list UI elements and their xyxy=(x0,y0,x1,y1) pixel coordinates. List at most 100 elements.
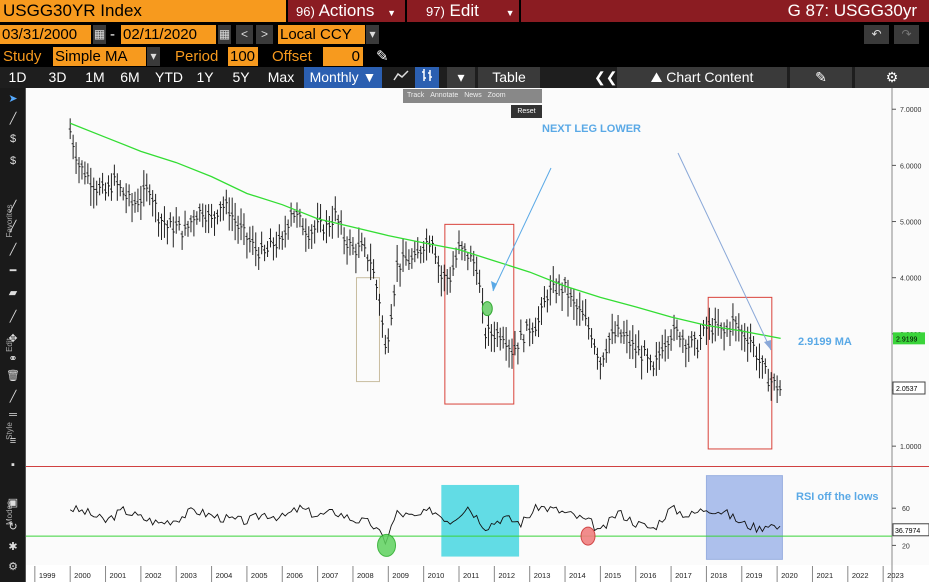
y-tick-label: 1.0000 xyxy=(900,444,922,451)
bar-chart-icon[interactable] xyxy=(415,67,439,88)
trash-icon[interactable]: 🗑 xyxy=(6,370,20,382)
reset-button[interactable]: Reset xyxy=(511,105,542,118)
offset-input[interactable]: 0 xyxy=(323,47,363,66)
chart-code: G 87: USGG30yr xyxy=(787,1,917,20)
edit-label: Edit xyxy=(449,1,479,20)
period-button[interactable]: 1M xyxy=(85,69,105,85)
settings-icon[interactable]: ✱ xyxy=(8,541,18,553)
annotation-ma-label: 2.9199 MA xyxy=(798,336,852,348)
highlight-box-2008 xyxy=(355,277,380,383)
left-toolbar: ➤ ╱ $ $ Favorites ╱ ╱ ╱ ━ ▰ ╱ Edit ✥ ⚭ 🗑… xyxy=(0,88,26,582)
x-tick-label: 2010 xyxy=(428,571,445,580)
x-tick-label: 1999 xyxy=(39,571,56,580)
link-icon[interactable]: ⚭ xyxy=(8,353,18,365)
period-button[interactable]: 1Y xyxy=(196,69,214,85)
annotate-button[interactable]: Annotate xyxy=(430,92,459,99)
caret-down-icon[interactable]: ▾ xyxy=(147,47,160,66)
line-tool-icon[interactable]: ╱ xyxy=(9,391,17,403)
hline-tool-icon[interactable]: ━ xyxy=(9,265,17,277)
arrow-tool-icon[interactable]: ╱ xyxy=(9,201,17,213)
period-button[interactable]: Max xyxy=(267,69,295,85)
x-tick-label: 2015 xyxy=(604,571,621,580)
cursor-icon[interactable]: ➤ xyxy=(8,93,18,105)
track-button[interactable]: Track xyxy=(407,92,425,99)
x-axis-bg xyxy=(26,566,929,582)
currency-field[interactable]: Local CCY xyxy=(278,25,365,44)
rsi-last-tag xyxy=(892,523,929,537)
rsi-y-tick-label: 20 xyxy=(902,543,910,550)
start-date-field[interactable]: 03/31/2000 xyxy=(0,25,91,44)
x-tick-label: 2002 xyxy=(145,571,162,580)
period-button[interactable]: 3D xyxy=(48,69,67,85)
arrow-tool-icon[interactable]: ╱ xyxy=(9,221,17,233)
chevron-left-icon[interactable]: < xyxy=(236,25,253,44)
edit-chart-icon[interactable]: ✎ xyxy=(790,67,852,88)
line-tool-icon[interactable]: ╱ xyxy=(9,113,17,125)
frequency-label: Monthly xyxy=(309,69,359,85)
chart-area[interactable]: 7.00006.00005.00004.00003.00002.00001.00… xyxy=(26,88,929,582)
pen-tool-icon[interactable]: ╱ xyxy=(9,311,17,323)
gear-icon[interactable]: ⚙ xyxy=(855,67,929,88)
x-tick-label: 2004 xyxy=(216,571,233,580)
caret-down-icon: ▼ xyxy=(505,8,515,18)
y-tick-label: 6.0000 xyxy=(900,163,922,170)
end-date-field[interactable]: 02/11/2020 xyxy=(121,25,216,44)
arrow-head xyxy=(764,340,771,350)
price-last-tag xyxy=(892,381,926,395)
price-panel-bg xyxy=(26,88,929,466)
caret-down-icon[interactable]: ▾ xyxy=(366,25,379,44)
price-last-value: 2.0537 xyxy=(896,386,918,393)
period-button[interactable]: 6M xyxy=(120,69,140,85)
caret-down-icon: ▼ xyxy=(362,69,377,85)
period-button[interactable]: 5Y xyxy=(232,69,250,85)
refresh-icon[interactable]: ↻ xyxy=(8,521,18,533)
period-button[interactable]: YTD xyxy=(155,69,183,85)
color-icon[interactable]: ▪ xyxy=(11,459,15,471)
annotation-next-leg-lower: NEXT LEG LOWER xyxy=(542,123,641,135)
arrow-head xyxy=(491,281,497,291)
redo-icon[interactable]: ↷ xyxy=(894,25,919,44)
period-input[interactable]: 100 xyxy=(228,47,258,66)
y-tick-label: 7.0000 xyxy=(900,107,922,114)
calendar-icon[interactable]: ▦ xyxy=(93,25,106,44)
pencil-icon[interactable]: ✎ xyxy=(376,48,389,65)
calendar-icon[interactable]: ▦ xyxy=(218,25,231,44)
x-tick-label: 2007 xyxy=(322,571,339,580)
line-chart-icon[interactable] xyxy=(389,67,413,88)
ticker-field[interactable]: USGG30YR Index xyxy=(0,0,286,22)
frequency-select[interactable]: Monthly ▼ xyxy=(304,67,382,88)
zoom-button[interactable]: Zoom xyxy=(487,92,506,99)
divider xyxy=(519,0,521,22)
arrow-tool-icon[interactable]: ╱ xyxy=(9,244,17,256)
gear-icon[interactable]: ⚙ xyxy=(8,561,18,573)
dollar-tool-icon[interactable]: $ xyxy=(9,155,17,167)
mode-icon[interactable]: ▣ xyxy=(7,497,19,509)
channel-tool-icon[interactable]: ▰ xyxy=(8,287,18,299)
undo-icon[interactable]: ↶ xyxy=(864,25,889,44)
price-tool-icon[interactable]: $ xyxy=(9,133,17,145)
rsi-last-value: 36.7974 xyxy=(895,528,920,535)
edit-menu[interactable]: 97) Edit ▼ xyxy=(426,0,514,22)
line-width-icon[interactable]: ≡ xyxy=(9,435,17,447)
x-tick-label: 2001 xyxy=(110,571,127,580)
line-style-icon[interactable]: ═ xyxy=(9,409,17,421)
chart-content-label: Chart Content xyxy=(666,69,754,85)
actions-menu[interactable]: 96) Actions ▼ xyxy=(296,0,396,22)
x-tick-label: 2011 xyxy=(463,571,479,580)
study-label: Study xyxy=(3,48,42,65)
news-button[interactable]: News xyxy=(464,92,482,99)
study-select[interactable]: Simple MA xyxy=(53,47,146,66)
y-tick-label: 5.0000 xyxy=(900,220,922,227)
chart-type-dropdown[interactable]: ▾ xyxy=(447,67,475,88)
move-icon[interactable]: ✥ xyxy=(8,333,18,345)
collapse-icon[interactable]: ❮❮ xyxy=(594,69,618,85)
table-button[interactable]: Table xyxy=(478,67,540,88)
rsi-low-circle-green xyxy=(377,533,397,557)
period-button[interactable]: 1D xyxy=(8,69,27,85)
x-tick-label: 2021 xyxy=(816,571,833,580)
chevron-right-icon[interactable]: > xyxy=(256,25,273,44)
x-tick-label: 2018 xyxy=(710,571,727,580)
chart-content-button[interactable]: ⛰ Chart Content xyxy=(617,67,787,88)
x-tick-label: 2023 xyxy=(887,571,904,580)
x-tick-label: 2003 xyxy=(180,571,197,580)
